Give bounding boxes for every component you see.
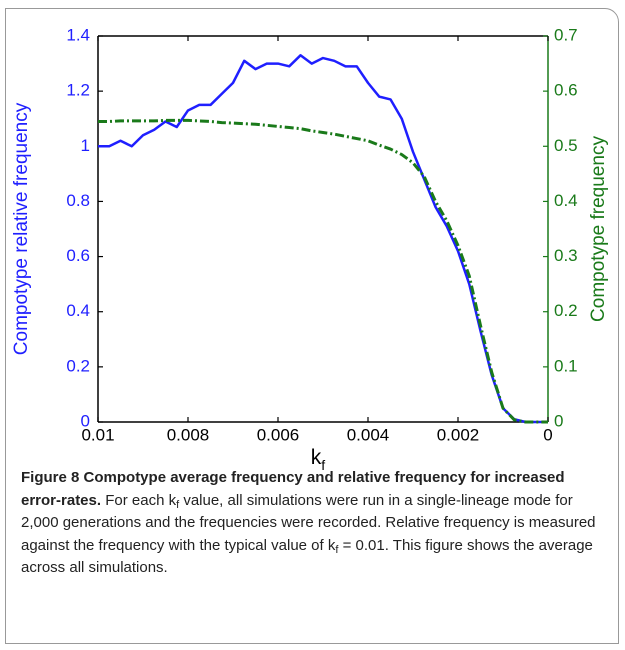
x-axis-label-sub: f [321, 457, 325, 470]
y2-tick-label: 0.2 [554, 301, 578, 320]
y-tick-label: 0.2 [66, 356, 90, 375]
y-axis-label: Compotype relative frequency [11, 102, 32, 355]
y2-tick-label: 0.1 [554, 356, 578, 375]
x-tick-label: 0.002 [437, 425, 480, 444]
y2-tick-label: 0.6 [554, 81, 578, 100]
chart: Compotype relative frequency Compotype f… [11, 25, 609, 470]
y2-tick-label: 0.7 [554, 25, 578, 44]
y-tick-label: 0 [81, 411, 90, 430]
caption-title: Compotype average frequency and relative… [21, 469, 565, 509]
caption-label: Figure 8 [21, 469, 80, 486]
x-tick-label: 0.006 [257, 425, 300, 444]
series-line [98, 54, 548, 424]
x-tick-label: 0.004 [347, 425, 390, 444]
x-tick-label: 0 [543, 425, 552, 444]
figure-frame [5, 8, 619, 644]
y-tick-label: 1 [81, 136, 90, 155]
y-tick-label: 1.4 [66, 25, 90, 44]
y-tick-label: 0.6 [66, 246, 90, 265]
y2-axis-label: Compotype frequency [588, 136, 609, 322]
subscript: f [335, 543, 339, 556]
y2-tick-label: 0 [554, 411, 563, 430]
x-axis-label-main: k [311, 446, 322, 469]
series-line [98, 118, 548, 424]
subscript: f [176, 498, 180, 511]
y-tick-label: 0.4 [66, 301, 90, 320]
y-tick-label: 1.2 [66, 81, 90, 100]
y-tick-label: 0.8 [66, 191, 90, 210]
caption-body: For each kf value, all simulations were … [21, 492, 596, 577]
x-axis-label: kf [311, 446, 326, 470]
caption: Figure 8 Compotype average frequency and… [21, 467, 607, 580]
caption-text: For each k [105, 491, 177, 509]
y2-tick-label: 0.5 [554, 136, 578, 155]
caption-text: = 0.01. This figure shows the average ac… [21, 536, 593, 577]
y2-tick-label: 0.4 [554, 191, 578, 210]
x-tick-label: 0.01 [81, 425, 114, 444]
y2-tick-label: 0.3 [554, 246, 578, 265]
x-tick-label: 0.008 [167, 425, 210, 444]
caption-text: value, all simulations were run in a sin… [21, 491, 596, 554]
